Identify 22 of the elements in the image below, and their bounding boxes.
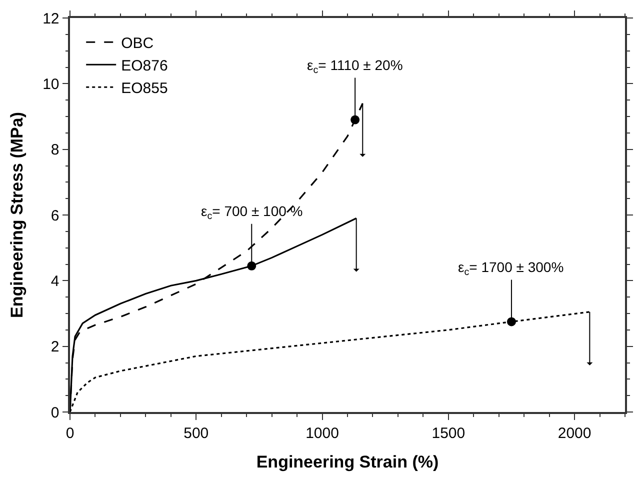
y-tick-label: 0	[50, 404, 60, 422]
x-tick-label: 0	[66, 424, 74, 442]
point	[247, 261, 256, 270]
x-tick-label: 500	[184, 424, 209, 442]
y-tick-label: 6	[50, 207, 60, 224]
legend-label: OBC	[121, 34, 154, 52]
x-axis-title: Engineering Strain (%)	[256, 452, 439, 472]
y-tick-label: 10	[42, 76, 60, 93]
annotation: ε$_{c}$= 1110 ± 20%	[307, 57, 403, 76]
point	[350, 115, 360, 124]
x-tick-label: 1500	[432, 424, 466, 442]
y-tick-label: 2	[50, 338, 60, 356]
y-tick-label: 12	[42, 10, 60, 28]
legend-label: EO876	[121, 57, 168, 74]
y-tick-label: 4	[50, 272, 60, 290]
legend-label: EO855	[121, 80, 168, 97]
y-tick-label: 8	[50, 142, 60, 159]
point	[506, 317, 516, 326]
annotation: ε$_{c}$= 1700 ± 300%	[458, 259, 564, 278]
x-tick-label: 1000	[306, 424, 339, 442]
x-tick-label: 2000	[558, 424, 592, 442]
y-axis-title: Engineering Stress (MPa)	[8, 112, 27, 318]
